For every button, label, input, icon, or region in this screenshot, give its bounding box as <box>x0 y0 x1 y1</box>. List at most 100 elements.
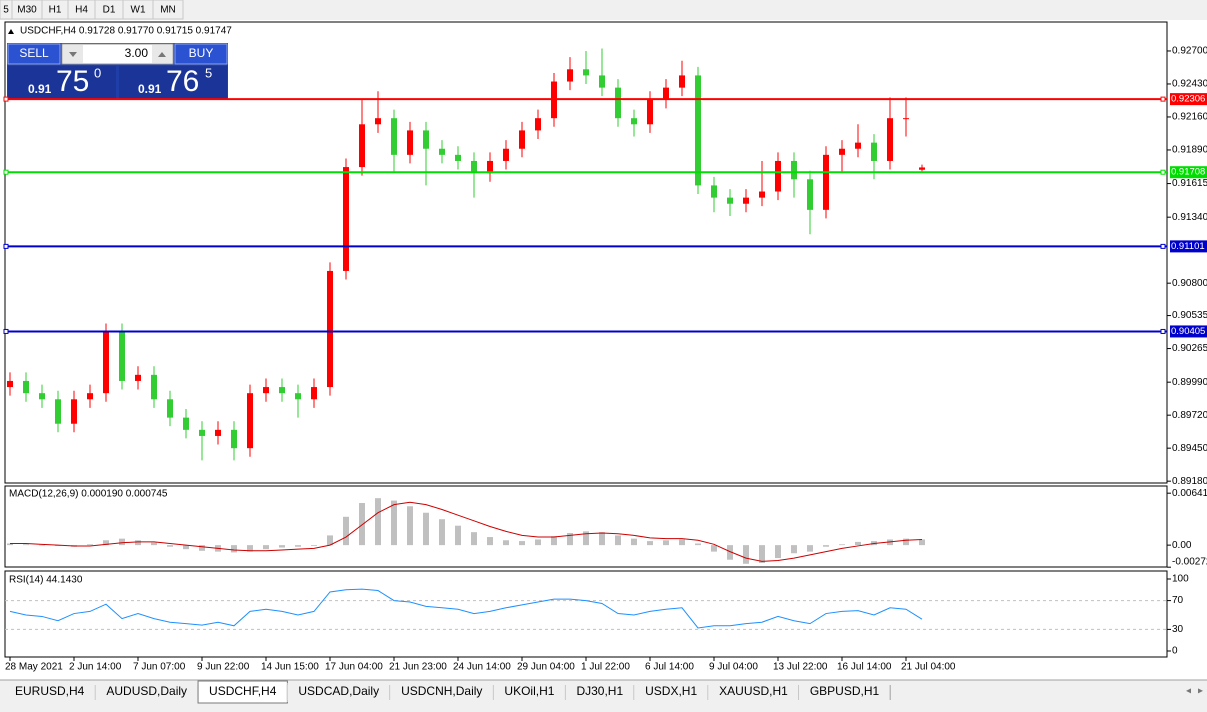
y-tick-label: 0.89990 <box>1172 377 1207 388</box>
candle-body <box>631 118 637 125</box>
buy-label[interactable]: BUY <box>189 46 214 60</box>
candle-body <box>135 374 141 381</box>
timeframe-label[interactable]: D1 <box>103 5 116 16</box>
macd-bar <box>375 498 381 546</box>
macd-bar <box>679 539 685 546</box>
tab-label[interactable]: XAUUSD,H1 <box>719 684 788 698</box>
timeframe-label[interactable]: M30 <box>17 5 37 16</box>
tab-label[interactable]: AUDUSD,Daily <box>106 684 187 698</box>
timeframe-label[interactable]: 5 <box>3 5 9 16</box>
tab-scroll-right[interactable]: ▸ <box>1198 686 1203 697</box>
x-tick-label: 7 Jun 07:00 <box>133 662 186 673</box>
tab-label[interactable]: USDCNH,Daily <box>401 684 482 698</box>
sell-label[interactable]: SELL <box>19 46 49 60</box>
y-tick-label: 0.00 <box>1172 540 1192 551</box>
macd-bar <box>583 531 589 546</box>
y-tick-label: 0.89180 <box>1172 476 1207 487</box>
macd-bar <box>359 503 365 546</box>
lot-value[interactable]: 3.00 <box>125 46 149 60</box>
macd-bar <box>199 545 205 551</box>
macd-bar <box>535 539 541 546</box>
candle-body <box>119 332 125 381</box>
macd-bar <box>807 545 813 552</box>
trade-panel: SELL 3.00 BUY 0.91 75 0 0.91 76 5 <box>7 43 228 100</box>
x-tick-label: 24 Jun 14:00 <box>453 662 511 673</box>
candle-body <box>311 387 317 400</box>
tab-scroll-left[interactable]: ◂ <box>1186 686 1191 697</box>
candle-body <box>167 399 173 418</box>
tab-label[interactable]: DJ30,H1 <box>576 684 623 698</box>
rsi-line <box>9 588 923 629</box>
lot-input[interactable] <box>61 43 174 65</box>
timeframe-label[interactable]: H4 <box>75 5 88 16</box>
timeframe-label[interactable]: MN <box>160 5 176 16</box>
lot-down-icon <box>69 52 77 57</box>
chart-window <box>0 20 1207 680</box>
candle-body <box>183 417 189 430</box>
tab[interactable] <box>95 683 199 702</box>
candle-body <box>823 154 829 210</box>
candle-body <box>423 130 429 149</box>
sell-price-box[interactable] <box>8 66 116 99</box>
buy-price-box[interactable] <box>119 66 227 99</box>
timeframe-label[interactable]: H1 <box>49 5 62 16</box>
macd-bar <box>167 545 173 547</box>
candle-body <box>199 429 205 436</box>
macd-bar <box>775 545 781 559</box>
timeframe-label[interactable]: W1 <box>131 5 146 16</box>
tab-label[interactable]: EURUSD,H4 <box>15 684 85 698</box>
candle-body <box>103 332 109 394</box>
sell-button[interactable] <box>7 43 61 65</box>
buy-button[interactable] <box>174 43 228 65</box>
tab[interactable] <box>4 683 96 702</box>
macd-bar <box>23 544 29 546</box>
macd-bar <box>855 541 861 546</box>
candle-body <box>487 160 493 174</box>
candle-body <box>503 148 509 161</box>
x-tick-label: 28 May 2021 <box>5 662 63 673</box>
level-label-bg <box>1170 93 1207 106</box>
macd-bar <box>823 545 829 547</box>
macd-bar <box>407 506 413 546</box>
macd-bar <box>711 545 717 552</box>
y-tick-label: 0.91340 <box>1172 212 1207 223</box>
x-tick-label: 2 Jun 14:00 <box>69 662 122 673</box>
candle-body <box>919 167 925 170</box>
collapse-icon[interactable] <box>8 29 14 34</box>
level-label: 0.92306 <box>1171 94 1205 105</box>
macd-bar <box>487 537 493 546</box>
tab[interactable] <box>798 683 891 702</box>
tab-label[interactable]: USDX,H1 <box>645 684 697 698</box>
tab[interactable] <box>708 683 799 702</box>
y-tick-label: 0.90535 <box>1172 310 1207 321</box>
macd-frame <box>4 485 1168 568</box>
candle-body <box>247 393 253 449</box>
macd-bar <box>839 544 845 546</box>
macd-bar <box>423 512 429 546</box>
tab-label[interactable]: UKOil,H1 <box>504 684 554 698</box>
candle-body <box>743 197 749 204</box>
tab[interactable] <box>390 683 494 702</box>
candle-body <box>791 160 797 180</box>
tab[interactable] <box>565 683 635 702</box>
tab-label[interactable]: USDCAD,Daily <box>298 684 379 698</box>
y-tick-label: 30 <box>1172 624 1184 635</box>
macd-bar <box>135 540 141 546</box>
timeframe-button[interactable] <box>152 0 184 20</box>
candle-body <box>679 75 685 88</box>
candle-body <box>439 148 445 155</box>
tab-label[interactable]: GBPUSD,H1 <box>810 684 880 698</box>
tab[interactable] <box>287 683 391 702</box>
macd-bar <box>455 525 461 546</box>
macd-signal <box>10 501 923 562</box>
tab-label[interactable]: USDCHF,H4 <box>209 684 277 698</box>
tab[interactable] <box>634 683 709 702</box>
candle-body <box>647 99 653 125</box>
y-tick-label: 0.91615 <box>1172 178 1207 189</box>
tab[interactable] <box>493 683 566 702</box>
candle-body <box>87 393 93 400</box>
y-tick-label: 0.89720 <box>1172 410 1207 421</box>
macd-bar <box>663 540 669 546</box>
macd-bar <box>311 545 317 546</box>
